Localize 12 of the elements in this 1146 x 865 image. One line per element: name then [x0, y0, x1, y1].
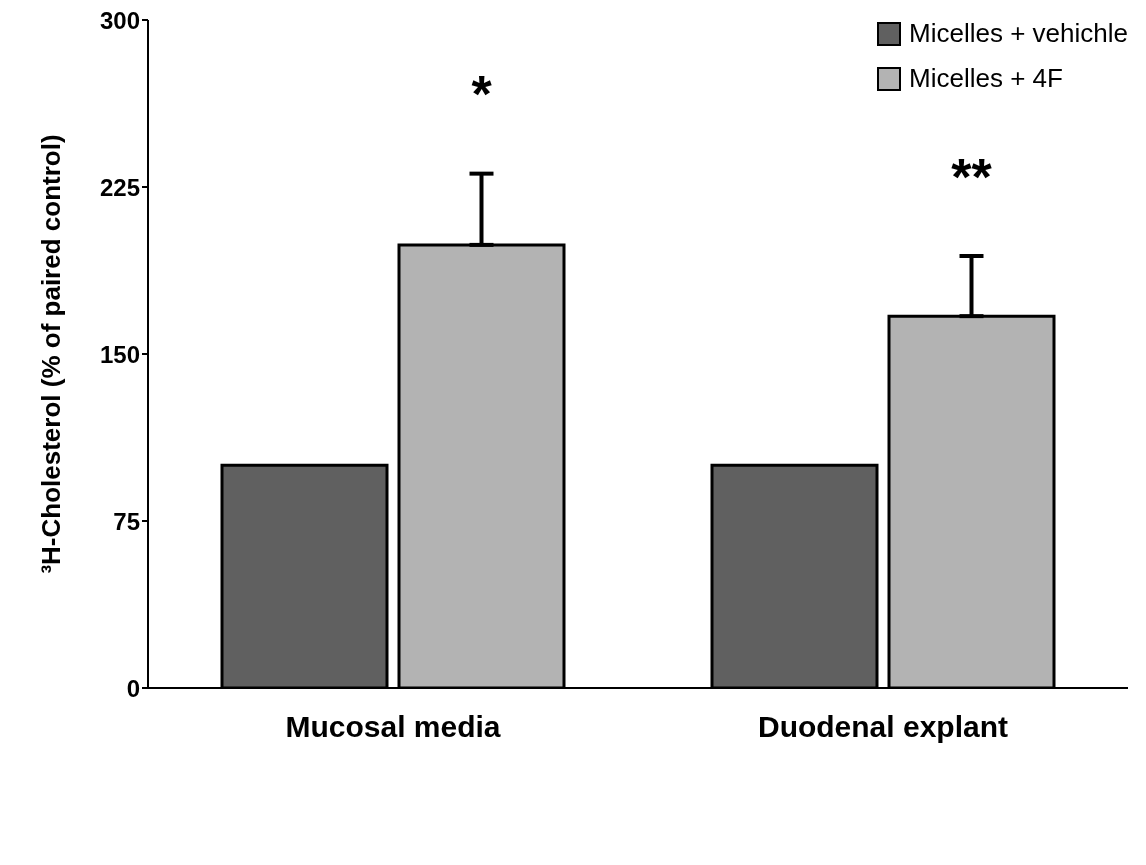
annotation: **	[951, 147, 993, 206]
legend-label: Micelles + 4F	[909, 63, 1063, 94]
y-axis-title: ³H-Cholesterol (% of paired control)	[36, 134, 66, 574]
annotation: *	[471, 65, 493, 124]
y-tick-label: 225	[99, 173, 140, 201]
y-tick-label: 150	[99, 340, 140, 368]
y-tick-label: 300	[99, 6, 140, 34]
y-tick-label: 75	[113, 507, 140, 535]
y-tick-label: 0	[126, 674, 140, 702]
x-tick-label: Mucosal media	[285, 710, 501, 744]
x-tick-label: Duodenal explant	[757, 710, 1009, 744]
legend-label: Micelles + vehichle	[909, 18, 1128, 49]
